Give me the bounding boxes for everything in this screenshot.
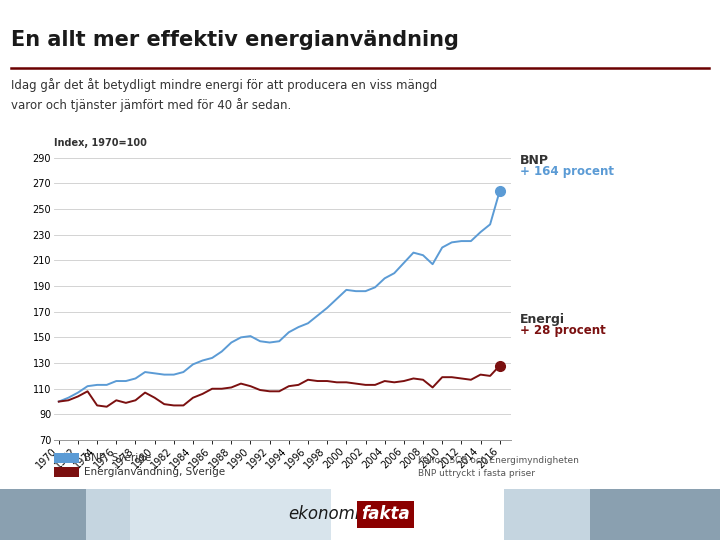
Text: Energi: Energi: [520, 313, 565, 326]
Text: Idag går det åt betydligt mindre energi för att producera en viss mängd
varor oc: Idag går det åt betydligt mindre energi …: [11, 78, 437, 112]
Text: Energianvändning, Sverige: Energianvändning, Sverige: [84, 467, 225, 477]
Bar: [0, 489, 86, 540]
Text: + 164 procent: + 164 procent: [520, 165, 614, 178]
Bar: [86, 489, 216, 540]
Bar: [590, 489, 720, 540]
Text: BNP, Sverige: BNP, Sverige: [84, 453, 151, 463]
Text: ekonomi: ekonomi: [289, 505, 360, 523]
Text: + 28 procent: + 28 procent: [520, 324, 606, 337]
Bar: [130, 489, 331, 540]
Bar: [504, 489, 590, 540]
Text: En allt mer effektiv energianvändning: En allt mer effektiv energianvändning: [11, 30, 459, 50]
Text: Källor: SCB och Energimyndigheten
BNP uttryckt i fasta priser: Källor: SCB och Energimyndigheten BNP ut…: [418, 456, 578, 478]
Text: BNP: BNP: [520, 154, 549, 167]
Text: Index, 1970=100: Index, 1970=100: [54, 138, 147, 149]
Text: fakta: fakta: [361, 505, 410, 523]
